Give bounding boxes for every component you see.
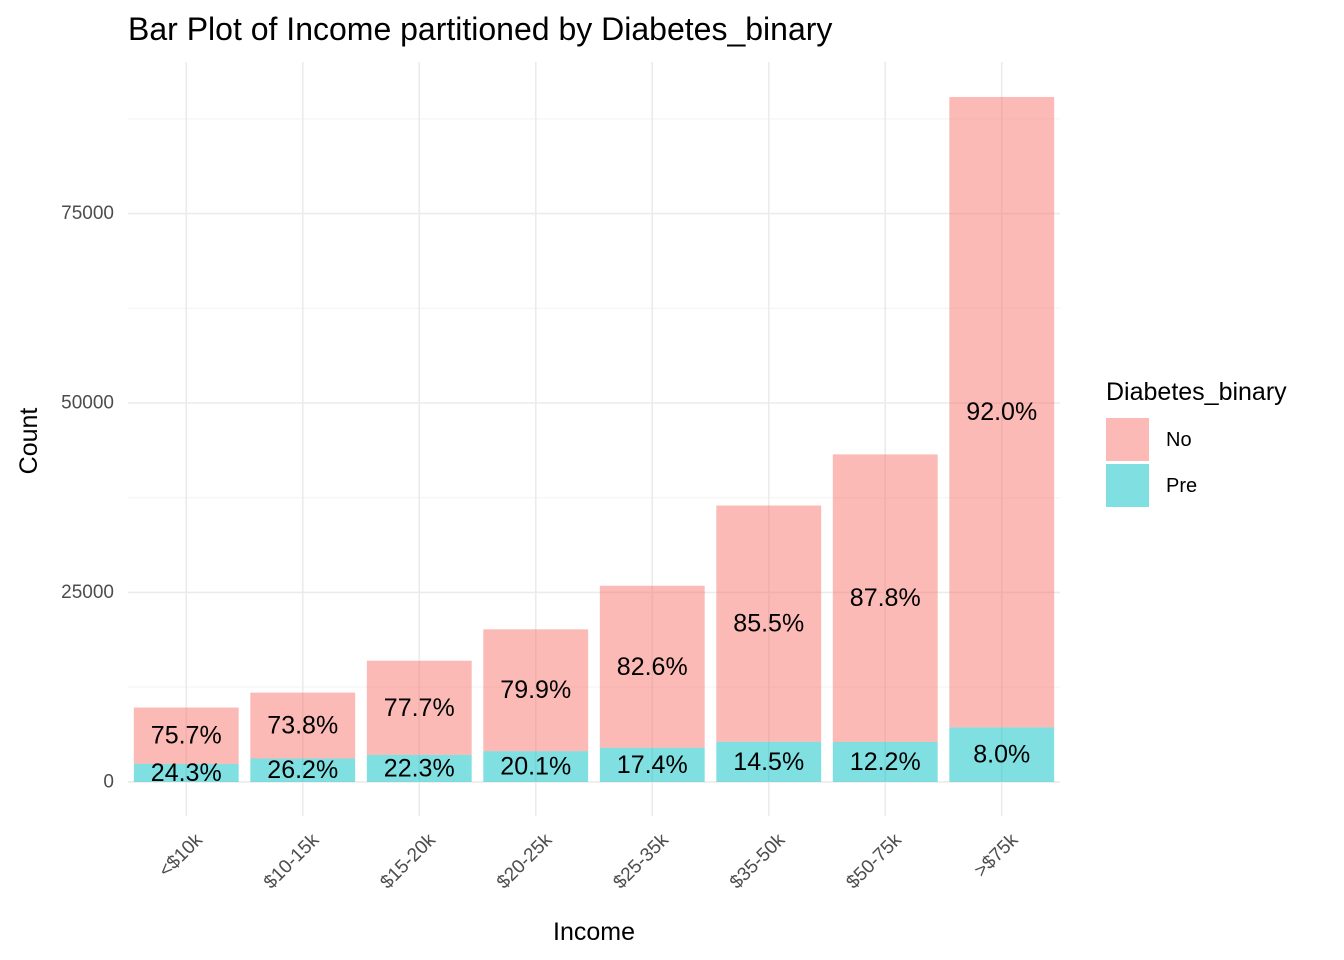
x-tick-label: $20-25k (493, 829, 557, 893)
x-tick-label: $35-50k (726, 829, 790, 893)
data-label-no: 79.9% (500, 676, 571, 704)
data-label-pre: 22.3% (384, 754, 455, 782)
bar-pre (832, 742, 938, 782)
x-tick-label: >$75k (971, 829, 1023, 881)
legend-label-no: No (1166, 429, 1192, 451)
x-tick-label: $15-20k (376, 829, 440, 893)
bar-pre (483, 751, 589, 782)
legend-label-pre: Pre (1166, 475, 1197, 497)
data-label-pre: 12.2% (850, 748, 921, 776)
legend-title: Diabetes_binary (1106, 378, 1287, 406)
bar-pre (250, 758, 356, 782)
bar-no (366, 660, 472, 755)
data-label-pre: 20.1% (500, 753, 571, 781)
x-tick-label: $50-75k (842, 829, 906, 893)
x-axis-ticks: <$10k $10-15k $15-20k $20-25k $25-35k $35-50k… (155, 829, 1023, 893)
bars (133, 96, 1055, 782)
data-label-no: 92.0% (966, 398, 1037, 426)
y-axis-ticks: 0 25000 50000 75000 (61, 203, 114, 792)
data-labels: 24.3% 75.7% 26.2% 73.8% 22.3% 77.7% 20.1% 79.9%… (151, 398, 1037, 787)
y-tick-label: 0 (103, 771, 114, 792)
bar-pre (366, 754, 472, 782)
y-tick-label: 25000 (61, 582, 114, 603)
data-label-no: 77.7% (384, 694, 455, 722)
data-label-no: 75.7% (151, 722, 222, 750)
bar-pre (716, 741, 822, 782)
bar-pre (133, 763, 239, 782)
bar-no (133, 707, 239, 764)
y-tick-label: 75000 (61, 203, 114, 224)
bar-no (483, 629, 589, 752)
legend-key-pre (1106, 464, 1149, 507)
bar-no (599, 585, 705, 748)
chart-title: Bar Plot of Income partitioned by Diabet… (128, 11, 832, 47)
legend-key-no (1106, 418, 1149, 461)
x-axis-title: Income (553, 918, 635, 946)
data-label-no: 87.8% (850, 584, 921, 612)
data-label-no: 82.6% (617, 653, 688, 681)
legend: Diabetes_binary No Pre (1106, 378, 1287, 507)
data-label-pre: 17.4% (617, 751, 688, 779)
bar-no (716, 505, 822, 742)
y-axis-title: Count (15, 408, 43, 475)
x-tick-label: $10-15k (260, 829, 324, 893)
bar-pre (949, 727, 1055, 782)
data-label-no: 85.5% (733, 610, 804, 638)
data-label-no: 73.8% (267, 712, 338, 740)
x-tick-label: <$10k (155, 829, 207, 881)
bar-no (949, 96, 1055, 728)
x-tick-label: $25-35k (609, 829, 673, 893)
bar-pre (599, 747, 705, 782)
data-label-pre: 14.5% (733, 748, 804, 776)
bar-no (250, 692, 356, 759)
y-tick-label: 50000 (61, 393, 114, 414)
data-label-pre: 24.3% (151, 759, 222, 787)
data-label-pre: 26.2% (267, 756, 338, 784)
bar-no (832, 454, 938, 743)
data-label-pre: 8.0% (973, 741, 1030, 769)
